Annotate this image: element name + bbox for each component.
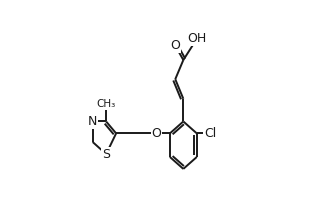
Text: O: O (170, 39, 180, 52)
Text: Cl: Cl (204, 127, 216, 140)
Text: N: N (88, 115, 98, 128)
Text: CH₃: CH₃ (97, 99, 116, 109)
Text: S: S (102, 148, 110, 161)
Text: O: O (152, 127, 161, 140)
Text: OH: OH (187, 32, 206, 45)
